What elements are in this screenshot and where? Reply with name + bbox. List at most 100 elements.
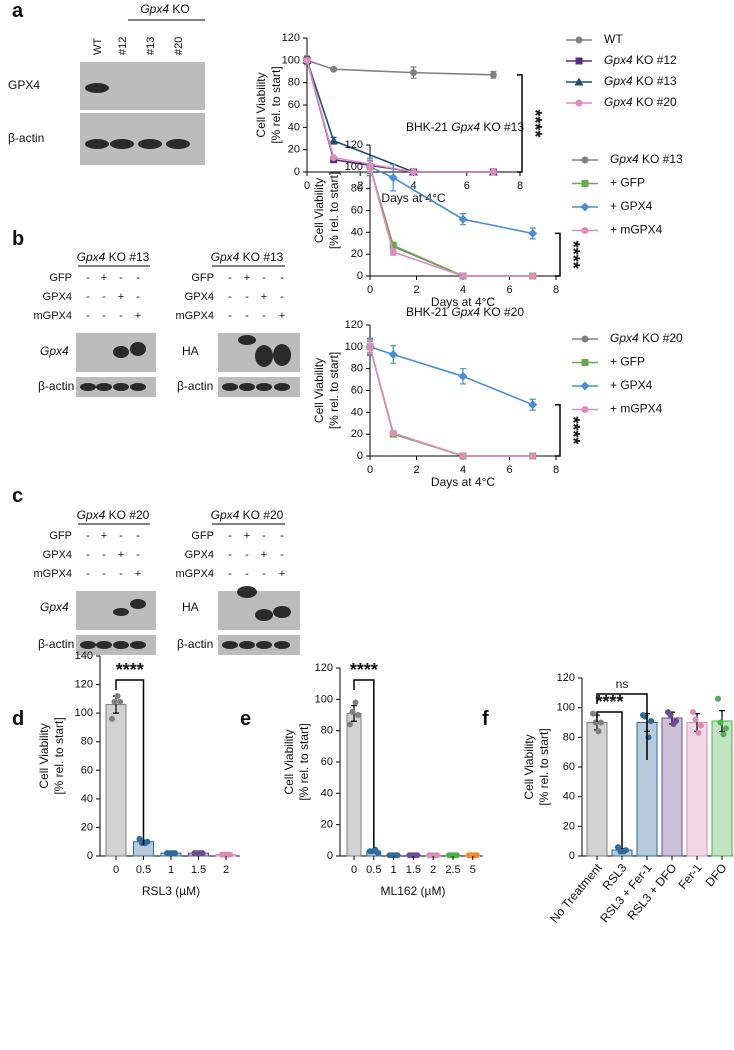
series-line	[369, 166, 533, 235]
condition-label: mGPX4	[175, 568, 214, 580]
band	[85, 83, 109, 93]
band	[138, 139, 162, 149]
blot-row-label: β-actin	[38, 637, 74, 651]
band	[238, 335, 256, 345]
significance-bracket	[517, 74, 523, 173]
sign: -	[102, 549, 106, 561]
replicate-dot	[623, 847, 629, 854]
panel-letter: f	[482, 708, 489, 730]
sign: -	[119, 530, 123, 542]
y-tick-label: 120	[282, 32, 300, 44]
marker	[529, 272, 537, 280]
y-axis-label: Cell Viability	[522, 734, 536, 799]
sign: -	[86, 530, 90, 542]
x-tick-label: 2	[223, 864, 229, 876]
marker	[458, 371, 468, 381]
condition-label: GFP	[191, 272, 214, 284]
y-axis-label: Cell Viability	[282, 729, 296, 794]
x-tick-label: 1.5	[406, 864, 421, 876]
condition-label: GFP	[49, 530, 72, 542]
series-line	[369, 166, 533, 277]
x-tick-label: 4	[460, 464, 466, 476]
band	[80, 383, 96, 391]
significance-bracket	[596, 711, 623, 848]
marker	[388, 349, 398, 359]
series-line	[306, 59, 494, 76]
y-tick-label: 100	[315, 693, 333, 705]
x-axis-label: ML162 (µM)	[381, 884, 446, 898]
sign: -	[86, 568, 90, 580]
bar	[661, 717, 683, 857]
condition-label: GPX4	[185, 549, 214, 561]
sign: +	[118, 549, 124, 561]
y-axis-label: Cell Viability	[312, 178, 326, 243]
panel-letter: a	[12, 0, 24, 22]
replicate-dot	[698, 722, 704, 729]
replicate-dot	[347, 721, 353, 728]
sign: -	[102, 291, 106, 303]
marker	[528, 228, 538, 238]
significance-label: ****	[525, 109, 545, 137]
replicate-dot	[111, 698, 118, 705]
sign: -	[245, 291, 249, 303]
panel-letter: e	[240, 708, 251, 730]
lane-label: #13	[145, 37, 157, 55]
sign: +	[279, 310, 285, 322]
blot-header: Gpx4 KO #20	[211, 508, 284, 522]
band	[130, 641, 146, 649]
significance-label: ****	[563, 416, 583, 444]
condition-label: mGPX4	[33, 568, 72, 580]
significance-bracket	[353, 679, 375, 848]
lane-label: #12	[117, 37, 129, 55]
band	[273, 606, 291, 618]
y-tick-label: 40	[321, 787, 333, 799]
sign: -	[136, 291, 140, 303]
band	[274, 383, 290, 391]
y-tick-label: 60	[351, 384, 363, 396]
blot-header: Gpx4 KO #13	[77, 250, 150, 264]
sign: -	[86, 291, 90, 303]
condition-label: GPX4	[43, 291, 72, 303]
blot-header: Gpx4 KO #20	[77, 508, 150, 522]
legend-label: Gpx4 KO #13	[610, 152, 683, 166]
band	[255, 345, 273, 367]
y-tick-label: 40	[351, 226, 363, 238]
sign: -	[228, 568, 232, 580]
band	[113, 641, 129, 649]
condition-label: mGPX4	[33, 310, 72, 322]
sign: -	[228, 530, 232, 542]
sign: -	[228, 310, 232, 322]
marker	[366, 163, 374, 171]
marker	[580, 381, 590, 391]
series-line	[369, 346, 534, 406]
band	[80, 641, 96, 649]
replicate-dot	[109, 715, 115, 722]
replicate-dot	[692, 716, 699, 723]
y-axis-label: [% rel. to start]	[269, 66, 283, 143]
condition-label: GPX4	[185, 291, 214, 303]
sign: -	[262, 568, 266, 580]
sign: -	[262, 530, 266, 542]
marker	[581, 359, 589, 366]
significance-bracket	[555, 403, 561, 457]
x-tick-label: 4	[410, 180, 416, 192]
y-tick-label: 100	[75, 707, 93, 719]
y-tick-label: 0	[87, 850, 93, 862]
sign: +	[244, 272, 250, 284]
x-tick-label: 6	[506, 284, 512, 296]
blot-header: Gpx4 KO	[140, 2, 189, 16]
y-tick-label: 120	[345, 139, 363, 151]
x-tick-label: 0.5	[366, 864, 381, 876]
y-axis-label: [% rel. to start]	[327, 352, 341, 429]
band	[110, 139, 134, 149]
replicate-dot	[114, 693, 121, 699]
y-tick-label: 0	[327, 850, 333, 862]
sign: -	[245, 549, 249, 561]
band	[130, 383, 146, 391]
sign: +	[101, 530, 107, 542]
marker	[389, 248, 397, 256]
sign: -	[280, 272, 284, 284]
replicate-dot	[454, 852, 460, 859]
band	[273, 344, 291, 366]
y-tick-label: 80	[351, 363, 363, 375]
